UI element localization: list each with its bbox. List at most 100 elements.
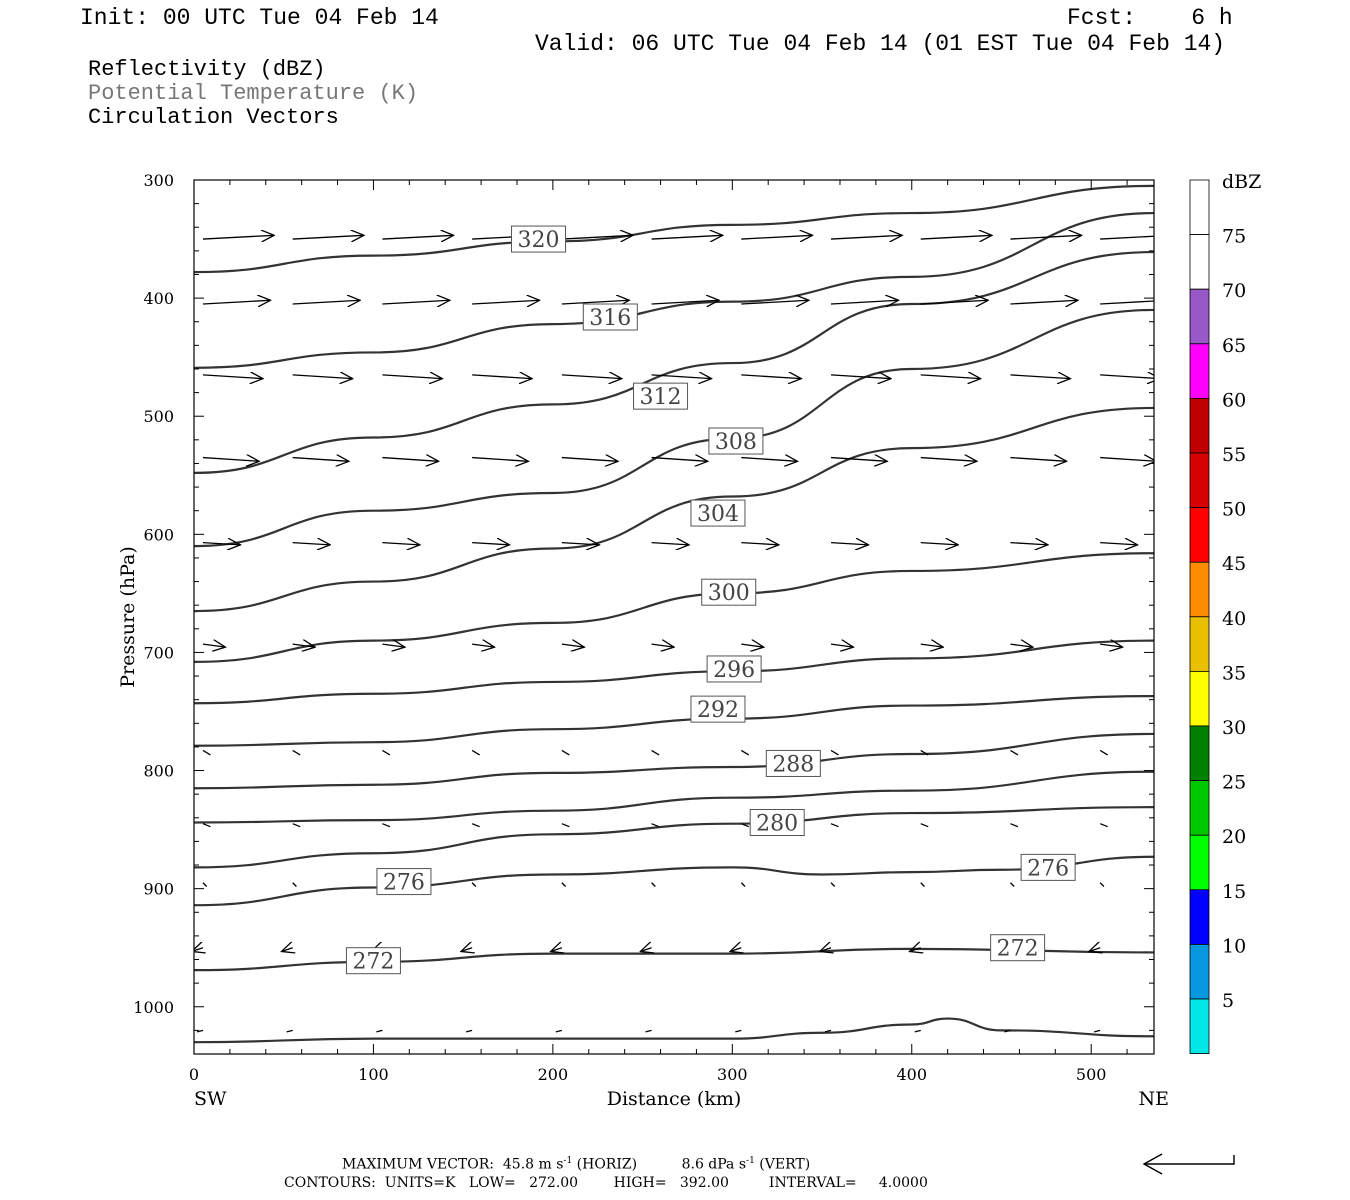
- circulation-vector: [561, 543, 600, 545]
- contour-label-box: [690, 695, 746, 723]
- y-tick-label: 700: [143, 643, 174, 662]
- circulation-vector: [830, 749, 839, 756]
- circulation-vector: [741, 543, 779, 545]
- reference-vector: [1144, 1155, 1235, 1165]
- circulation-vector: [830, 882, 836, 887]
- circulation-vector: [914, 1029, 921, 1033]
- circulation-vector: [830, 644, 854, 647]
- isentrope-contours: [194, 184, 1154, 1044]
- circulation-vector: [472, 375, 532, 379]
- circulation-vector: [1099, 749, 1109, 756]
- isentrope-312: [194, 250, 1154, 475]
- circulation-vector: [202, 458, 259, 462]
- axes: 0 100 200 300 400 500 300 400 500 600 700 800 900 100…: [133, 171, 1154, 1084]
- reference-vector-arrowhead: [1142, 1153, 1163, 1175]
- circulation-vector: [1010, 749, 1019, 756]
- circulation-vector: [292, 235, 364, 239]
- field-circulation-vectors: Circulation Vectors: [88, 105, 339, 130]
- circulation-vector: [645, 1029, 652, 1033]
- circulation-vector: [920, 749, 929, 756]
- colorbar-label: 75: [1222, 226, 1246, 248]
- circulation-vector: [202, 375, 263, 379]
- circulation-vector: [1094, 1029, 1101, 1033]
- contour-label: 272: [997, 937, 1039, 962]
- circulation-vector: [830, 300, 899, 304]
- circulation-vector: [730, 948, 741, 952]
- circulation-vector: [465, 1029, 473, 1033]
- circulation-vector: [561, 749, 570, 756]
- colorbar-title: dBZ: [1222, 171, 1261, 193]
- circulation-vector: [194, 948, 203, 952]
- isentrope-296: [194, 639, 1154, 705]
- contour-label-box: [749, 809, 805, 837]
- contour-label-box: [633, 382, 689, 410]
- colorbar-label: 25: [1222, 772, 1246, 794]
- contour-label-box: [511, 225, 567, 253]
- circulation-vector: [382, 458, 438, 462]
- colorbar-label: 55: [1222, 444, 1246, 466]
- circulation-vector: [920, 823, 929, 828]
- isentrope-292: [194, 695, 1154, 747]
- isentrope-288: [194, 732, 1154, 790]
- circulation-vector: [830, 235, 902, 239]
- colorbar-bin: [1189, 998, 1210, 1054]
- circulation-vector: [292, 823, 301, 828]
- colorbar-label: 30: [1222, 717, 1246, 739]
- circulation-vector: [920, 644, 944, 647]
- colorbar-bin: [1189, 944, 1210, 1000]
- circulation-vector: [1100, 375, 1154, 379]
- colorbar-bin: [1189, 288, 1210, 345]
- circulation-vector: [561, 644, 585, 647]
- circulation-vector: [551, 948, 562, 952]
- x-left-direction: SW: [194, 1088, 227, 1110]
- x-tick-label: 300: [717, 1065, 748, 1084]
- circulation-vector: [382, 644, 405, 647]
- circulation-vector: [292, 458, 349, 462]
- colorbar-bin: [1189, 507, 1210, 563]
- contour-label-box: [1020, 853, 1076, 881]
- contour-label: 316: [589, 306, 631, 331]
- contour-label-box: [706, 655, 762, 683]
- circulation-vector: [471, 882, 477, 887]
- circulation-vector: [472, 458, 528, 462]
- x-tick-label: 500: [1076, 1065, 1107, 1084]
- circulation-vector: [1009, 882, 1015, 887]
- contour-label: 292: [697, 698, 739, 723]
- y-tick-label: 1000: [133, 998, 174, 1017]
- colorbar-bin: [1189, 234, 1210, 290]
- contour-label: 296: [713, 658, 755, 683]
- circulation-vector: [651, 235, 723, 239]
- circulation-vector: [735, 1029, 742, 1033]
- circulation-vector: [1010, 823, 1019, 828]
- circulation-vector: [561, 823, 570, 828]
- circulation-vector: [651, 644, 675, 647]
- dbz-colorbar: 5 10 15 20 25 30 35 40 45 50 55 60 65 70 75: [1189, 179, 1246, 1054]
- contour-label: 276: [383, 871, 425, 896]
- circulation-vector: [1100, 300, 1154, 305]
- colorbar-bin: [1189, 616, 1210, 672]
- y-axis-label: Pressure (hPa): [117, 546, 139, 688]
- circulation-vector: [830, 543, 869, 545]
- circulation-vector: [561, 235, 633, 239]
- x-tick-label: 200: [538, 1065, 569, 1084]
- circulation-vector: [741, 300, 809, 304]
- valid-time: Valid: 06 UTC Tue 04 Feb 14 (01 EST Tue …: [535, 31, 1226, 57]
- circulation-vector: [202, 300, 270, 304]
- circulation-vector: [741, 235, 812, 239]
- contour-label: 272: [352, 950, 394, 975]
- circulation-vector: [472, 644, 495, 647]
- isentrope-284: [194, 770, 1154, 824]
- colorbar-bin: [1189, 834, 1210, 891]
- circulation-vector: [651, 823, 660, 828]
- contour-info: CONTOURS: UNITS=K LOW= 272.00 HIGH= 392.…: [284, 1175, 928, 1191]
- colorbar-label: 65: [1222, 335, 1246, 357]
- contour-label-box: [708, 427, 764, 455]
- colorbar-label: 60: [1222, 389, 1246, 411]
- contour-label-box: [690, 499, 746, 527]
- circulation-vector: [1100, 644, 1123, 647]
- y-tick-label: 300: [143, 171, 174, 190]
- circulation-vector: [820, 948, 831, 952]
- isentrope-268: [194, 1017, 1154, 1044]
- circulation-vector: [651, 543, 690, 545]
